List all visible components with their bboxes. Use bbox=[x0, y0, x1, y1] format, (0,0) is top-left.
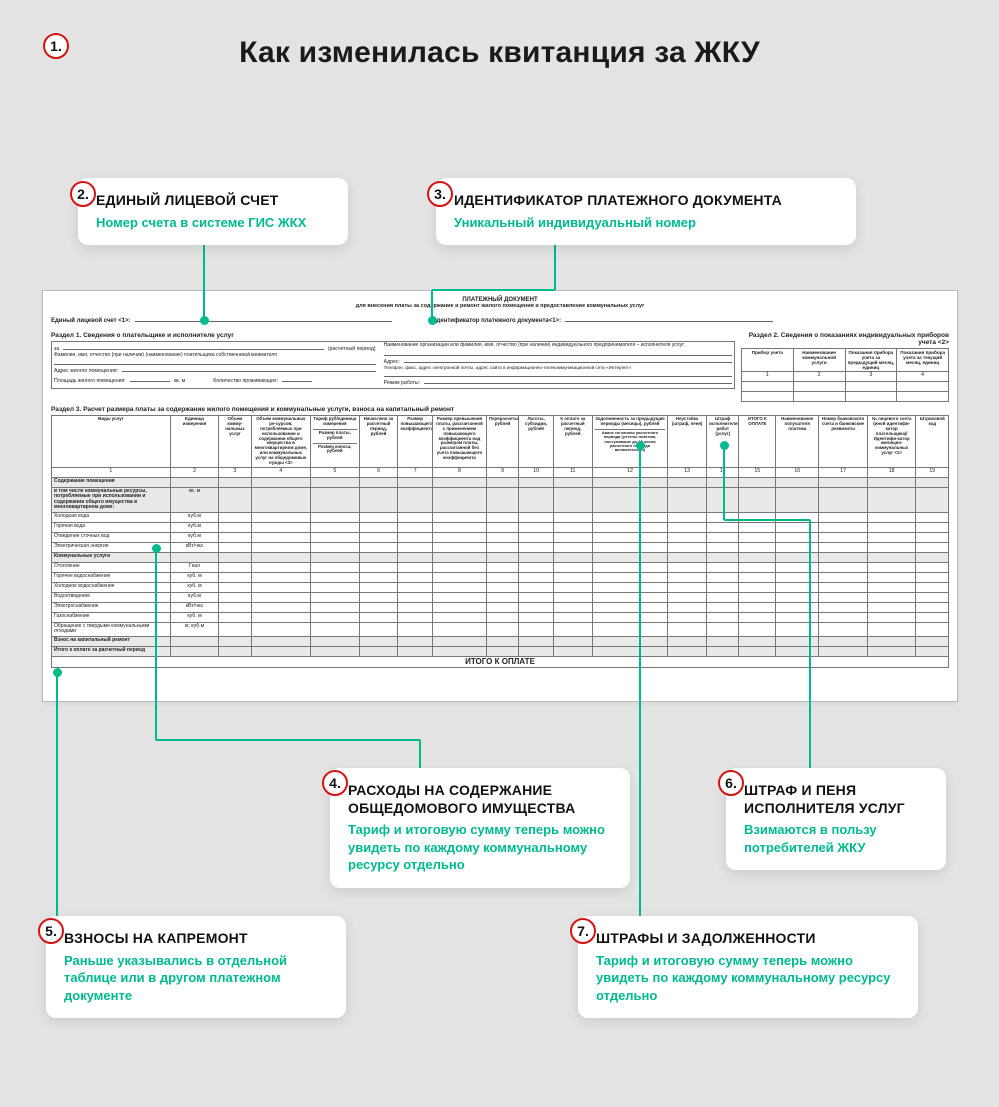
doc-account-label: Единый лицевой счет <1>: bbox=[51, 318, 131, 324]
badge-6: 6. bbox=[718, 770, 744, 796]
badge-4: 4. bbox=[322, 770, 348, 796]
badge-5: 5. bbox=[38, 918, 64, 944]
page-title: Как изменилась квитанция за ЖКУ bbox=[0, 36, 999, 70]
dot-expenses bbox=[152, 544, 161, 553]
callout-4: РАСХОДЫ НА СОДЕРЖАНИЕ ОБЩЕДОМОВОГО ИМУЩЕ… bbox=[330, 768, 630, 888]
badge-2: 2. bbox=[70, 181, 96, 207]
s1-r4a: Площадь жилого помещения: bbox=[54, 379, 126, 385]
callout-4-title: РАСХОДЫ НА СОДЕРЖАНИЕ ОБЩЕДОМОВОГО ИМУЩЕ… bbox=[348, 782, 612, 817]
callout-7: ШТРАФЫ И ЗАДОЛЖЕННОСТИ Тариф и итоговую … bbox=[578, 916, 918, 1018]
document-replica: ПЛАТЕЖНЫЙ ДОКУМЕНТ для внесения платы за… bbox=[42, 290, 958, 702]
callout-4-sub: Тариф и итоговую сумму теперь можно увид… bbox=[348, 821, 612, 874]
dot-account bbox=[200, 316, 209, 325]
callout-5-title: ВЗНОСЫ НА КАПРЕМОНТ bbox=[64, 930, 328, 948]
s1-r4b: кв. м bbox=[174, 379, 185, 385]
dot-kapremont bbox=[53, 668, 62, 677]
callout-2: ЕДИНЫЙ ЛИЦЕВОЙ СЧЕТ Номер счета в систем… bbox=[78, 178, 348, 245]
dot-debt bbox=[636, 441, 645, 450]
doc-sec1-title: Раздел 1. Сведения о плательщике и испол… bbox=[51, 332, 735, 339]
callout-3-title: ИДЕНТИФИКАТОР ПЛАТЕЖНОГО ДОКУМЕНТА bbox=[454, 192, 838, 210]
callout-6-title: ШТРАФ И ПЕНЯ ИСПОЛНИТЕЛЯ УСЛУГ bbox=[744, 782, 928, 817]
s1-r8: Режим работы: bbox=[384, 381, 421, 387]
s1-r3: Адрес жилого помещения: bbox=[54, 369, 118, 375]
callout-3-sub: Уникальный индивидуальный номер bbox=[454, 214, 838, 232]
callout-3: ИДЕНТИФИКАТОР ПЛАТЕЖНОГО ДОКУМЕНТА Уника… bbox=[436, 178, 856, 245]
callout-5: ВЗНОСЫ НА КАПРЕМОНТ Раньше указывались в… bbox=[46, 916, 346, 1018]
dot-penalty bbox=[720, 441, 729, 450]
dot-ident bbox=[428, 316, 437, 325]
sec3-table: Виды услугЕдиница измеренияОбъем комму-н… bbox=[51, 415, 949, 668]
doc-sec2-title: Раздел 2. Сведения о показаниях индивиду… bbox=[741, 332, 949, 346]
callout-7-sub: Тариф и итоговую сумму теперь можно увид… bbox=[596, 952, 900, 1005]
doc-sec3-title: Раздел 3. Расчет размера платы за содерж… bbox=[51, 406, 949, 413]
callout-7-title: ШТРАФЫ И ЗАДОЛЖЕННОСТИ bbox=[596, 930, 900, 948]
s1-r4c: Количество проживающих: bbox=[213, 379, 278, 385]
doc-header2: для внесения платы за содержание и ремон… bbox=[51, 303, 949, 309]
badge-7: 7. bbox=[570, 918, 596, 944]
callout-6-sub: Взимаются в пользу потребителей ЖКУ bbox=[744, 821, 928, 856]
callout-6: ШТРАФ И ПЕНЯ ИСПОЛНИТЕЛЯ УСЛУГ Взимаются… bbox=[726, 768, 946, 870]
s1-r1b: (расчетный период) bbox=[328, 347, 376, 353]
badge-3: 3. bbox=[427, 181, 453, 207]
callout-5-sub: Раньше указывались в отдельной таблице и… bbox=[64, 952, 328, 1005]
callout-2-sub: Номер счета в системе ГИС ЖКХ bbox=[96, 214, 330, 232]
doc-ident-label: Идентификатор платежного документа<1>: bbox=[432, 318, 561, 324]
callout-2-title: ЕДИНЫЙ ЛИЦЕВОЙ СЧЕТ bbox=[96, 192, 330, 210]
sec2-table: Прибор учетаНаименование коммунальной ус… bbox=[741, 348, 949, 402]
badge-1: 1. bbox=[43, 33, 69, 59]
